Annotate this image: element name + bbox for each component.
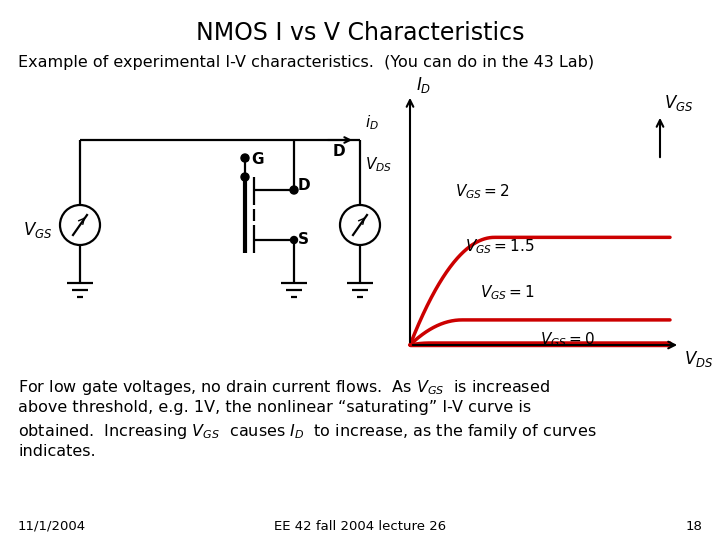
Text: $V_{GS} = 0$: $V_{GS} = 0$: [540, 330, 595, 349]
Text: $V_{GS} = 2$: $V_{GS} = 2$: [455, 183, 510, 201]
Text: G: G: [251, 152, 264, 167]
Text: NMOS I vs V Characteristics: NMOS I vs V Characteristics: [196, 21, 524, 45]
Text: D: D: [333, 145, 345, 159]
Text: $V_{GS}$: $V_{GS}$: [664, 93, 693, 113]
Text: EE 42 fall 2004 lecture 26: EE 42 fall 2004 lecture 26: [274, 519, 446, 532]
Text: $V_{DS}$: $V_{DS}$: [684, 349, 714, 369]
Text: indicates.: indicates.: [18, 444, 96, 459]
Text: above threshold, e.g. 1V, the nonlinear “saturating” I-V curve is: above threshold, e.g. 1V, the nonlinear …: [18, 400, 531, 415]
Circle shape: [241, 173, 249, 181]
Text: 11/1/2004: 11/1/2004: [18, 519, 86, 532]
Text: $V_{GS}$: $V_{GS}$: [22, 220, 52, 240]
Text: D: D: [298, 178, 310, 192]
Text: $V_{GS} = 1$: $V_{GS} = 1$: [480, 284, 535, 302]
Text: $i_D$: $i_D$: [365, 113, 379, 132]
Text: obtained.  Increasing $V_{GS}$  causes $I_D$  to increase, as the family of curv: obtained. Increasing $V_{GS}$ causes $I_…: [18, 422, 597, 441]
Text: $V_{DS}$: $V_{DS}$: [365, 155, 392, 174]
Text: For low gate voltages, no drain current flows.  As $V_{GS}$  is increased: For low gate voltages, no drain current …: [18, 378, 550, 397]
Circle shape: [290, 186, 298, 194]
Circle shape: [241, 154, 249, 162]
Text: $V_{GS} = 1.5$: $V_{GS} = 1.5$: [465, 238, 534, 256]
Text: Example of experimental I-V characteristics.  (You can do in the 43 Lab): Example of experimental I-V characterist…: [18, 56, 594, 71]
Circle shape: [340, 205, 380, 245]
Circle shape: [290, 237, 297, 244]
Text: $I_D$: $I_D$: [416, 75, 431, 95]
Text: S: S: [298, 233, 309, 247]
Text: 18: 18: [685, 519, 702, 532]
Circle shape: [60, 205, 100, 245]
